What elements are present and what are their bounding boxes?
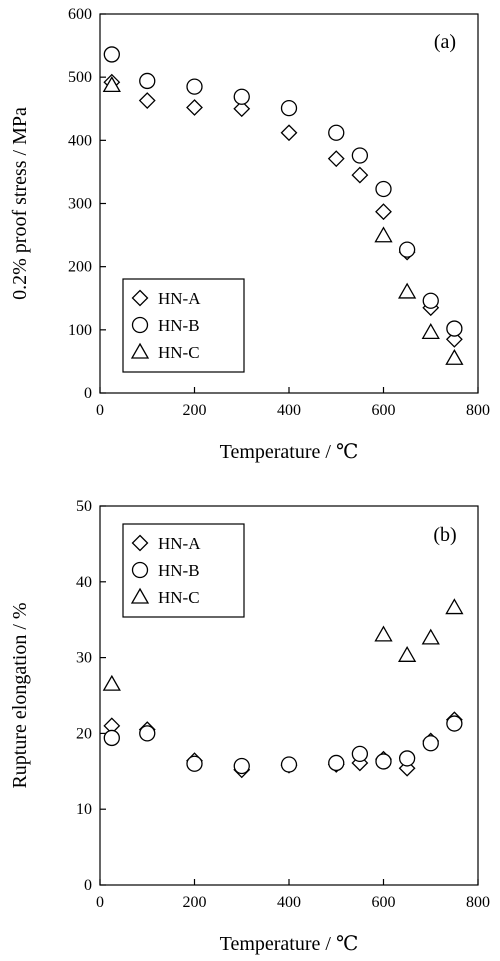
y-tick-label: 20	[76, 725, 92, 742]
data-point-circle	[186, 755, 203, 772]
y-axis-label: Rupture elongation / %	[9, 602, 31, 788]
x-tick-label: 800	[466, 894, 490, 911]
data-point-diamond	[327, 150, 345, 168]
data-point-triangle	[374, 625, 393, 642]
y-tick-label: 10	[76, 801, 92, 818]
x-tick-label: 200	[183, 402, 207, 419]
y-tick-label: 300	[68, 196, 92, 213]
series-hn-b	[103, 715, 463, 775]
data-point-circle	[233, 88, 250, 105]
legend: HN-A HN-B HN-C	[122, 278, 245, 373]
data-point-circle	[422, 292, 439, 309]
data-point-circle	[422, 735, 439, 752]
data-point-triangle	[421, 323, 440, 340]
legend-entry: HN-B	[158, 316, 200, 335]
x-tick-label: 0	[96, 402, 104, 419]
data-point-circle	[139, 725, 156, 742]
series-hn-c	[102, 76, 464, 365]
data-point-circle	[280, 756, 298, 773]
data-point-diamond	[233, 100, 251, 118]
x-tick-label: 200	[183, 894, 207, 911]
x-tick-label: 600	[372, 894, 396, 911]
data-point-circle	[233, 757, 250, 775]
data-point-circle	[328, 754, 345, 772]
panel-label: (b)	[433, 524, 456, 546]
legend-marker-diamond	[131, 534, 149, 552]
data-point-circle	[398, 241, 416, 258]
y-tick-label: 50	[76, 498, 92, 515]
y-tick-label: 200	[68, 259, 92, 276]
data-point-circle	[351, 745, 369, 763]
data-point-triangle	[445, 348, 464, 365]
legend-marker-triangle	[130, 342, 150, 359]
x-tick-label: 0	[96, 894, 104, 911]
data-point-circle	[446, 715, 463, 732]
data-point-diamond	[280, 124, 298, 142]
y-tick-label: 400	[68, 132, 92, 149]
chart-panel-b: 0 200 400 600 800 0 10 20 30 40 50 Temperature / ℃ R…	[9, 498, 490, 955]
data-point-diamond	[138, 92, 156, 109]
legend-entry: HN-C	[158, 588, 200, 607]
data-point-triangle	[398, 646, 417, 662]
legend-entry: HN-C	[158, 343, 200, 362]
data-point-circle	[446, 320, 463, 337]
legend-marker-circle	[131, 316, 149, 334]
x-tick-label: 600	[372, 402, 396, 419]
x-tick-label: 800	[466, 402, 490, 419]
data-point-triangle	[374, 226, 393, 243]
data-point-circle	[280, 99, 298, 117]
legend-marker-diamond	[131, 289, 149, 307]
legend-marker-circle	[131, 561, 149, 579]
x-tick-label: 400	[277, 894, 301, 911]
data-point-triangle	[102, 674, 121, 691]
legend: HN-A HN-B HN-C	[122, 523, 245, 618]
x-axis-label: Temperature / ℃	[220, 441, 359, 463]
data-point-diamond	[375, 203, 392, 221]
data-point-circle	[398, 750, 416, 767]
y-tick-label: 40	[76, 574, 92, 591]
series-hn-b	[103, 46, 463, 337]
y-tick-label: 600	[68, 6, 92, 23]
y-tick-label: 0	[84, 877, 92, 894]
y-tick-label: 500	[68, 69, 92, 86]
data-point-circle	[103, 46, 120, 63]
data-point-circle	[186, 78, 203, 95]
data-point-triangle	[398, 282, 417, 299]
legend-entry: HN-A	[158, 534, 201, 553]
chart-panel-a: 0 200 400 600 800 0 100 200 300 400 500 600 Temperat…	[9, 6, 490, 463]
y-tick-label: 100	[68, 322, 92, 339]
x-tick-label: 400	[277, 402, 301, 419]
data-point-triangle	[421, 628, 440, 645]
data-point-circle	[351, 147, 369, 164]
data-point-circle	[328, 124, 345, 141]
data-point-diamond	[351, 166, 369, 184]
legend-entry: HN-B	[158, 561, 200, 580]
panel-label: (a)	[434, 31, 456, 53]
y-axis-label: 0.2% proof stress / MPa	[9, 107, 31, 300]
data-point-circle	[375, 753, 392, 770]
series-hn-c	[102, 598, 464, 691]
data-point-circle	[103, 729, 120, 747]
legend-entry: HN-A	[158, 289, 201, 308]
data-point-triangle	[445, 598, 464, 615]
data-point-circle	[139, 72, 156, 90]
x-axis-label: Temperature / ℃	[220, 933, 359, 955]
data-point-circle	[375, 180, 392, 198]
legend-marker-triangle	[130, 587, 150, 604]
data-point-triangle	[102, 76, 121, 93]
data-point-diamond	[186, 99, 203, 116]
y-tick-label: 30	[76, 650, 92, 667]
y-tick-label: 0	[84, 385, 92, 402]
